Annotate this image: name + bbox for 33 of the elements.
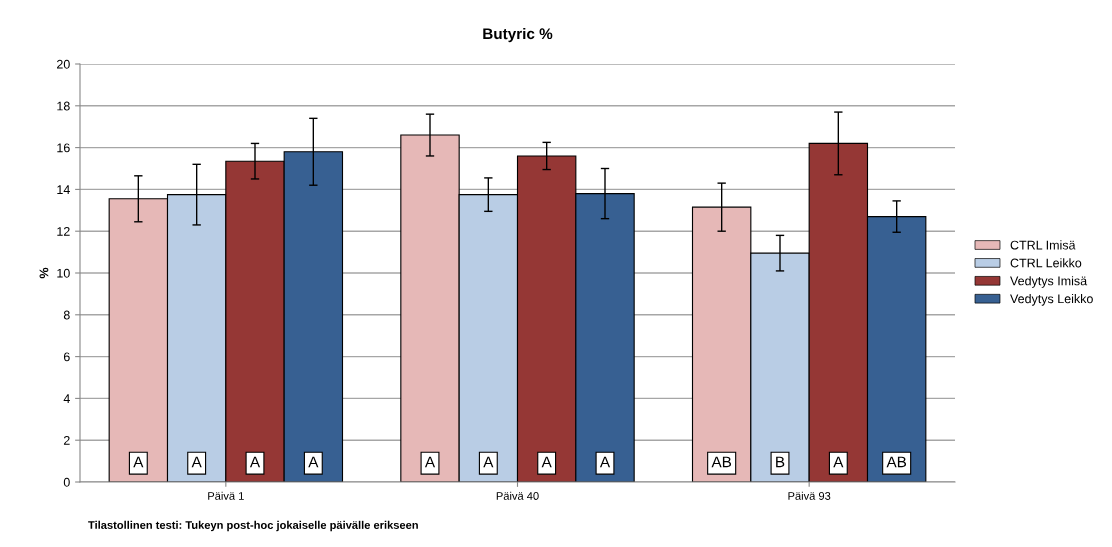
y-tick-label: 4	[63, 394, 70, 403]
data-label: A	[483, 456, 494, 468]
data-label: A	[599, 456, 611, 468]
y-tick-label: 0	[63, 477, 70, 487]
legend-label: CTRL Imisä	[1010, 240, 1076, 250]
y-tick-label: 6	[63, 352, 70, 362]
x-tick-label: Päivä 93	[788, 491, 831, 500]
y-tick-label: 8	[63, 310, 70, 320]
text: Tilastollinen testi: Tukeyn post-hoc jokaiselle päivälle erikseen	[88, 520, 418, 532]
legend-label: CTRL Leikko	[1010, 258, 1082, 268]
data-label: A	[249, 456, 261, 468]
y-tick-label: 16	[57, 143, 70, 153]
y-tick-label: 10	[57, 268, 70, 278]
y-tick-label: 12	[57, 227, 70, 236]
data-label: A	[191, 456, 202, 468]
y-tick-label: 18	[57, 101, 70, 111]
chart-title: Butyric %	[483, 27, 553, 43]
data-label: A	[308, 456, 319, 468]
x-tick-label: Päivä 40	[496, 491, 539, 500]
y-tick-label: 20	[57, 59, 70, 69]
legend-label: Vedytys Imisä	[1010, 276, 1088, 288]
legend-label: Vedytys Leikko	[1010, 294, 1093, 306]
data-label: B	[776, 456, 785, 468]
x-tick-label: Päivä 1	[208, 491, 244, 500]
y-tick-label: 14	[57, 185, 70, 194]
y-axis-title: %	[39, 267, 49, 279]
data-label: A	[424, 456, 436, 468]
data-label: A	[541, 456, 552, 468]
data-label: AB	[886, 456, 907, 468]
y-tick-label: 2	[63, 436, 70, 445]
data-label: A	[133, 456, 144, 468]
data-label: A	[833, 456, 844, 468]
data-label: AB	[711, 456, 732, 468]
